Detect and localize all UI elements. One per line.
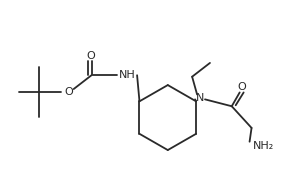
Text: O: O xyxy=(64,87,73,97)
Text: NH: NH xyxy=(119,70,136,80)
Text: O: O xyxy=(237,82,246,92)
Text: N: N xyxy=(196,93,204,103)
Text: NH₂: NH₂ xyxy=(253,141,274,151)
Text: O: O xyxy=(86,51,95,60)
